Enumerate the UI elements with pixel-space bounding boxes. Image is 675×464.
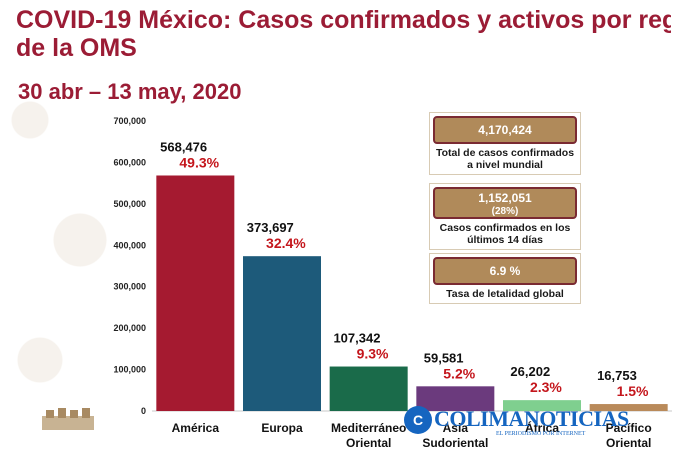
bar-value-label: 373,697	[247, 220, 294, 235]
y-tick-label: 100,000	[113, 365, 146, 375]
bar-percent-label: 5.2%	[443, 365, 475, 381]
y-tick-label: 0	[141, 406, 146, 416]
x-category-label: África	[525, 420, 559, 435]
y-tick-label: 600,000	[113, 157, 146, 167]
y-tick-label: 300,000	[113, 282, 146, 292]
bar	[416, 386, 495, 411]
bar-percent-label: 49.3%	[179, 154, 219, 170]
x-category-label: Oriental	[606, 436, 651, 450]
x-category-label: Asia	[443, 421, 469, 435]
page-title: COVID-19 México: Casos confirmados y act…	[16, 6, 671, 62]
bar-percent-label: 1.5%	[617, 383, 649, 399]
total-cases-value: 4,170,424	[433, 116, 577, 144]
x-category-label: América	[172, 421, 220, 435]
bar	[589, 404, 668, 411]
bar-percent-label: 9.3%	[357, 346, 389, 362]
bar	[156, 175, 235, 411]
background-pattern	[0, 60, 120, 460]
watermark-tagline: EL PERIODISMO POR INTERNET	[496, 431, 586, 437]
bar-percent-label: 32.4%	[266, 235, 306, 251]
y-tick-label: 500,000	[113, 199, 146, 209]
lethality-label: Tasa de letalidad global	[446, 288, 564, 300]
watermark-logo-icon: C	[404, 406, 432, 434]
recent-cases-header: 1,152,051 (28%)	[433, 187, 577, 219]
bar-value-label: 16,753	[597, 368, 637, 383]
title-line-1: COVID-19 México: Casos confirmados y act…	[16, 6, 671, 34]
bar-percent-label: 2.3%	[530, 379, 562, 395]
bar	[503, 400, 581, 411]
bar-value-label: 26,202	[510, 364, 550, 379]
info-box-lethality: 6.9 % Tasa de letalidad global	[429, 253, 581, 304]
watermark-name: COLIMANOTICIAS	[434, 406, 629, 431]
y-tick-label: 400,000	[113, 240, 146, 250]
x-category-label: Europa	[261, 421, 303, 435]
total-cases-label: Total de casos confirmados a nivel mundi…	[435, 147, 575, 171]
bar-value-label: 59,581	[424, 350, 464, 365]
bar-value-label: 568,476	[160, 139, 207, 154]
recent-cases-percent: (28%)	[491, 206, 519, 217]
info-box-total-cases: 4,170,424 Total de casos confirmados a n…	[429, 112, 581, 175]
x-category-label: Pacífico	[606, 421, 652, 435]
bar	[329, 366, 408, 411]
info-box-recent-cases: 1,152,051 (28%) Casos confirmados en los…	[429, 183, 581, 250]
government-building-icon	[42, 408, 94, 430]
x-category-label: Mediterráneo	[331, 421, 406, 435]
x-category-label: Sudoriental	[422, 436, 488, 450]
recent-cases-label: Casos confirmados en los últimos 14 días	[439, 222, 571, 246]
y-tick-label: 200,000	[113, 323, 146, 333]
bar-value-label: 107,342	[333, 331, 380, 346]
x-category-label: Oriental	[346, 436, 391, 450]
recent-cases-value: 1,152,051	[478, 191, 532, 205]
date-range-subtitle: 30 abr – 13 may, 2020	[18, 79, 242, 104]
bar	[243, 256, 321, 411]
title-line-2: de la OMS	[16, 34, 137, 62]
lethality-value: 6.9 %	[433, 257, 577, 285]
y-tick-label: 700,000	[113, 116, 146, 126]
watermark-logo: C COLIMANOTICIAS EL PERIODISMO POR INTER…	[404, 404, 636, 444]
